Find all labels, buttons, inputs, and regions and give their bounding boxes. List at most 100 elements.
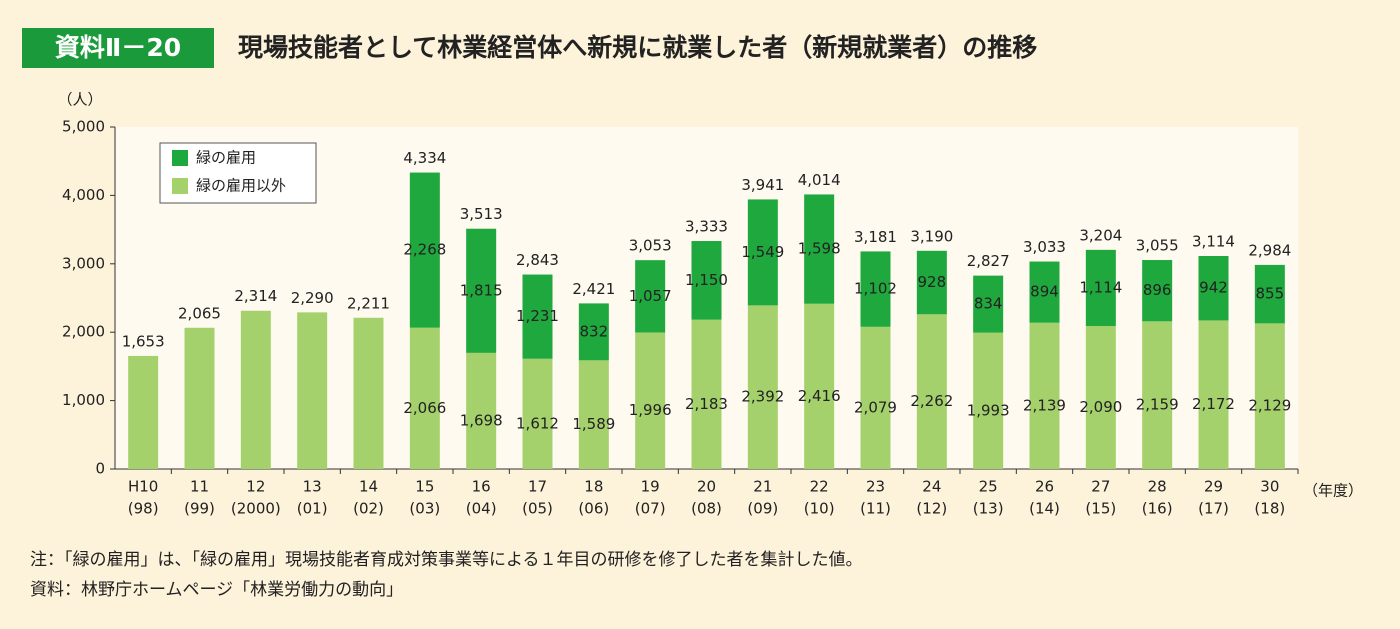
value-label: 942	[1199, 279, 1228, 297]
total-label: 1,653	[122, 332, 165, 350]
total-label: 3,055	[1136, 237, 1179, 255]
value-label: 832	[580, 322, 609, 340]
value-label: 2,066	[403, 399, 446, 417]
legend-label: 緑の雇用以外	[196, 177, 286, 195]
x-tick-label: 22	[810, 478, 829, 496]
bar-segment	[691, 319, 722, 469]
bar-segment	[1085, 249, 1116, 327]
x-tick-label: 28	[1148, 478, 1167, 496]
y-tick-label: 1,000	[62, 391, 105, 409]
value-label: 2,268	[403, 241, 446, 259]
total-label: 4,014	[798, 171, 841, 189]
x-tick-label: (14)	[1029, 500, 1060, 518]
x-tick-label: 16	[472, 478, 491, 496]
x-tick-label: 30	[1260, 478, 1279, 496]
x-tick-label: (03)	[409, 500, 440, 518]
bar-segment	[860, 326, 891, 469]
x-tick-label: 29	[1204, 478, 1223, 496]
total-label: 3,190	[910, 227, 953, 245]
x-tick-label: (12)	[916, 500, 947, 518]
x-tick-label: 20	[697, 478, 716, 496]
y-unit: （人）	[57, 91, 102, 109]
y-tick-label: 4,000	[62, 186, 105, 204]
x-tick-label: 14	[359, 478, 378, 496]
total-label: 4,334	[403, 149, 446, 167]
value-label: 855	[1256, 285, 1285, 303]
x-tick-label: 12	[246, 478, 265, 496]
total-label: 3,181	[854, 228, 897, 246]
total-label: 3,204	[1079, 226, 1122, 244]
legend-label: 緑の雇用	[196, 149, 256, 167]
x-tick-label: 17	[528, 478, 547, 496]
value-label: 2,129	[1248, 397, 1291, 415]
bar-segment	[804, 194, 835, 304]
y-tick-label: 5,000	[62, 118, 105, 136]
x-tick-label: 25	[979, 478, 998, 496]
x-tick-label: 24	[922, 478, 941, 496]
value-label: 2,262	[910, 392, 953, 410]
x-tick-label: (18)	[1254, 500, 1285, 518]
bar-segment	[466, 228, 497, 353]
bar-segment	[747, 199, 778, 306]
bar-segment	[916, 314, 947, 469]
bar-segment	[240, 310, 271, 469]
value-label: 1,589	[572, 415, 615, 433]
value-label: 1,815	[460, 281, 503, 299]
value-label: 896	[1143, 281, 1172, 299]
y-tick-label: 0	[95, 460, 105, 478]
bar-segment	[1142, 321, 1173, 469]
value-label: 1,150	[685, 271, 728, 289]
x-tick-label: (02)	[353, 500, 384, 518]
x-tick-label: (08)	[691, 500, 722, 518]
x-tick-label: (16)	[1142, 500, 1173, 518]
value-label: 834	[974, 295, 1003, 313]
value-label: 2,139	[1023, 396, 1066, 414]
bar-segment	[973, 275, 1004, 333]
value-label: 2,416	[798, 387, 841, 405]
value-label: 928	[918, 273, 947, 291]
total-label: 2,843	[516, 251, 559, 269]
legend-swatch	[172, 178, 188, 194]
x-tick-label: 27	[1091, 478, 1110, 496]
x-tick-label: H10	[128, 478, 158, 496]
total-label: 2,421	[572, 280, 615, 298]
total-label: 3,053	[629, 237, 672, 255]
x-tick-label: (15)	[1085, 500, 1116, 518]
total-label: 2,984	[1248, 241, 1291, 259]
total-label: 2,065	[178, 304, 221, 322]
value-label: 2,183	[685, 395, 728, 413]
badge: 資料Ⅱ－20	[55, 33, 181, 62]
x-tick-label: (17)	[1198, 500, 1229, 518]
total-label: 2,827	[967, 252, 1010, 270]
note: 注：「緑の雇用」は、「緑の雇用」現場技能者育成対策事業等による１年目の研修を修了…	[30, 550, 863, 570]
bar-segment	[297, 312, 328, 469]
x-tick-label: 21	[753, 478, 772, 496]
x-unit: （年度）	[1303, 482, 1363, 500]
x-tick-label: (2000)	[231, 500, 281, 518]
x-tick-label: 26	[1035, 478, 1054, 496]
bar-segment	[353, 317, 384, 469]
x-tick-label: (07)	[635, 500, 666, 518]
value-label: 1,698	[460, 411, 503, 429]
total-label: 3,114	[1192, 233, 1235, 251]
bar-segment	[635, 260, 666, 333]
source: 資料：林野庁ホームページ「林業労働力の動向」	[30, 580, 403, 600]
bar-segment	[578, 360, 609, 469]
bar-segment	[1198, 320, 1229, 469]
bar-segment	[1254, 323, 1285, 469]
bar-segment	[691, 241, 722, 320]
badge-box	[22, 28, 214, 68]
value-label: 1,102	[854, 280, 897, 298]
total-label: 2,314	[234, 287, 277, 305]
bar-segment	[804, 303, 835, 469]
bar-segment	[860, 251, 891, 327]
legend-swatch	[172, 150, 188, 166]
value-label: 1,993	[967, 401, 1010, 419]
value-label: 2,090	[1079, 398, 1122, 416]
value-label: 1,598	[798, 240, 841, 258]
total-label: 2,211	[347, 294, 390, 312]
x-tick-label: 15	[415, 478, 434, 496]
bar-segment	[522, 274, 553, 359]
value-label: 894	[1030, 283, 1059, 301]
